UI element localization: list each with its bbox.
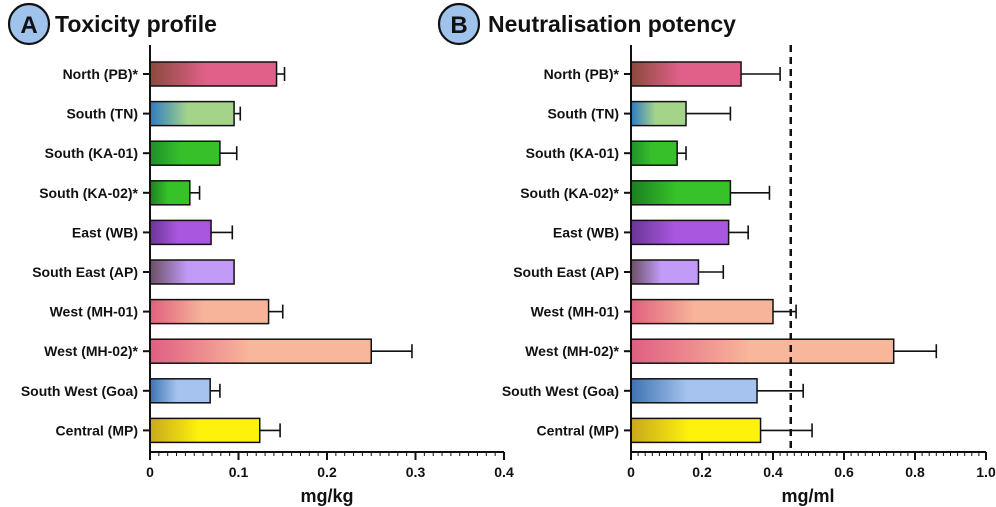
panel-b-bar-south-ka-02 <box>630 180 732 206</box>
panel-a-x-tick-label-1: 0.1 <box>229 464 249 480</box>
panel-a-category-label-central-mp: Central (MP) <box>56 422 138 438</box>
panel-b-category-label-south-ka-02: South (KA-02)* <box>520 185 619 201</box>
panel-b-bar-east-wb <box>630 219 730 246</box>
panel-b-category-label-south-ka-01: South (KA-01) <box>526 145 619 161</box>
panel-b-x-tick-label-4: 0.8 <box>905 464 925 480</box>
panel-b-category-label-south-west-goa: South West (Goa) <box>502 383 619 399</box>
panel-b-category-label-north-pb: North (PB)* <box>544 66 620 82</box>
panel-b-x-tick-label-0: 0 <box>627 464 635 480</box>
panel-a-bar-west-mh-01 <box>149 298 270 325</box>
panel-a-bar-south-ka-01 <box>149 140 221 166</box>
panel-a-x-tick-label-3: 0.3 <box>406 464 426 480</box>
panel-b-x-tick-label-1: 0.2 <box>692 464 712 480</box>
panel-a-category-label-south-ka-02: South (KA-02)* <box>39 185 138 201</box>
panel-b-x-tick-label-5: 1.0 <box>976 464 996 480</box>
panel-a-x-tick-label-0: 0 <box>146 464 154 480</box>
panel-b-x-axis-title: mg/ml <box>781 486 834 506</box>
panel-b-category-label-west-mh-01: West (MH-01) <box>531 304 619 320</box>
panel-b-marks: North (PB)* South (TN) South (KA-01) South … <box>502 45 996 480</box>
panel-a-bar-central-mp <box>149 417 261 444</box>
panel-a-x-axis-title: mg/kg <box>300 486 353 506</box>
panel-b-title: Neutralisation potency <box>488 11 736 37</box>
panel-b-x-tick-label-3: 0.6 <box>834 464 854 480</box>
panel-a-bar-south-tn <box>149 100 235 127</box>
panel-b-bar-west-mh-02 <box>630 338 895 364</box>
panel-b-category-label-south-tn: South (TN) <box>547 106 619 122</box>
panel-a-badge <box>7 2 51 46</box>
panel-b-x-tick-label-2: 0.4 <box>763 464 783 480</box>
panel-b-bar-south-west-goa <box>630 378 758 404</box>
panel-b-bar-south-east-ap <box>630 259 700 285</box>
panel-a-category-label-south-tn: South (TN) <box>66 106 138 122</box>
panel-a-category-label-south-ka-01: South (KA-01) <box>45 145 138 161</box>
panel-b-category-label-central-mp: Central (MP) <box>537 422 619 438</box>
panel-b-category-label-east-wb: East (WB) <box>553 224 619 240</box>
panel-a-category-label-south-east-ap: South East (AP) <box>32 264 138 280</box>
panel-a-bar-south-west-goa <box>149 378 211 404</box>
panel-a-category-label-west-mh-01: West (MH-01) <box>50 304 138 320</box>
panel-b-badge <box>437 2 481 46</box>
panel-b-neutralisation-potency: B Neutralisation potency North (PB)* Sout… <box>437 2 996 506</box>
panel-a-toxicity-profile: A Toxicity profile North (PB)* South (TN)… <box>7 2 514 506</box>
panel-a-category-label-east-wb: East (WB) <box>72 224 138 240</box>
panel-a-marks: North (PB)* South (TN) South (KA-01) South … <box>21 61 514 480</box>
panel-a-category-label-north-pb: North (PB)* <box>63 66 139 82</box>
panel-b-category-label-west-mh-02: West (MH-02)* <box>525 343 619 359</box>
panel-a-category-label-south-west-goa: South West (Goa) <box>21 383 138 399</box>
panel-b-category-label-south-east-ap: South East (AP) <box>513 264 619 280</box>
panel-a-bar-south-ka-02 <box>149 180 191 206</box>
panel-a-bar-north-pb <box>149 61 278 87</box>
panel-b-bar-west-mh-01 <box>630 298 774 325</box>
panel-a-title: Toxicity profile <box>55 11 217 37</box>
panel-b-bar-north-pb <box>630 61 742 87</box>
panel-a-x-tick-label-4: 0.4 <box>494 464 514 480</box>
panel-a-bar-west-mh-02 <box>149 338 372 364</box>
panel-a-category-label-west-mh-02: West (MH-02)* <box>44 343 138 359</box>
panel-b-bar-central-mp <box>630 417 762 444</box>
panel-a-badge-letter: A <box>20 12 37 39</box>
panel-b-badge-letter: B <box>450 12 467 39</box>
panel-b-bar-south-ka-01 <box>630 140 678 166</box>
panel-a-x-tick-label-2: 0.2 <box>317 464 337 480</box>
panel-b-bar-south-tn <box>630 100 687 127</box>
panel-a-bar-south-east-ap <box>149 259 235 285</box>
panel-a-bar-east-wb <box>149 219 212 246</box>
